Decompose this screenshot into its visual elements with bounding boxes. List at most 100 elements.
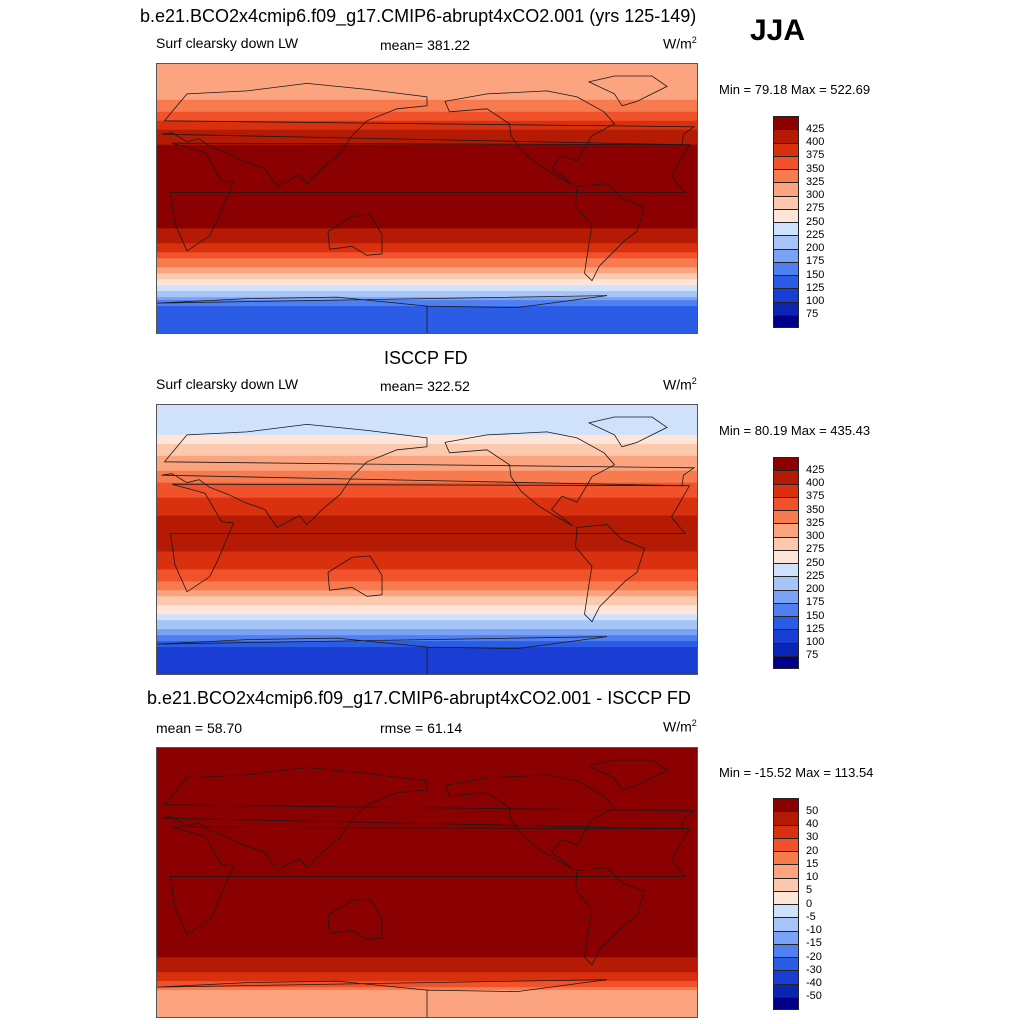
map-band — [157, 870, 697, 875]
continent-outline — [170, 826, 691, 936]
colorbar-tick-label: 400 — [806, 136, 825, 148]
colorbar-swatch — [774, 864, 798, 878]
map-band — [157, 855, 697, 860]
colorbar-tick-label: 150 — [806, 609, 825, 622]
panel1-mean-label: mean= 381.22 — [380, 37, 470, 53]
panel2-map-svg — [157, 405, 697, 674]
colorbar-swatch — [774, 248, 798, 262]
continent-outline — [327, 214, 383, 256]
map-band — [157, 222, 697, 226]
colorbar-swatch — [774, 576, 798, 590]
map-band — [157, 849, 697, 854]
colorbar-swatch — [774, 877, 798, 891]
map-band — [157, 927, 697, 931]
continent-outline — [157, 979, 608, 1017]
panel1-map-svg — [157, 64, 697, 333]
map-band — [157, 584, 697, 588]
map-band — [157, 159, 697, 164]
continent-outline — [157, 295, 608, 333]
continent-outline — [575, 524, 645, 623]
map-band — [157, 593, 697, 597]
map-band — [157, 153, 697, 158]
colorbar-swatch — [774, 457, 798, 471]
colorbar-tick-label: 200 — [806, 583, 825, 595]
continent-outline — [587, 759, 668, 791]
panel3-rmse-label: rmse = 61.14 — [380, 720, 463, 736]
panel1-variable-label: Surf clearsky down LW — [156, 35, 299, 51]
colorbar-tick-label: -5 — [806, 910, 816, 923]
colorbar-swatch — [774, 930, 798, 944]
panel1-minmax: Min = 79.18 Max = 522.69 — [719, 82, 871, 97]
map-band — [157, 843, 697, 848]
map-band — [157, 987, 697, 991]
colorbar-tick-label: 5 — [806, 884, 813, 897]
map-band — [157, 171, 697, 176]
colorbar-swatch — [774, 169, 798, 183]
map-band — [157, 551, 697, 556]
colorbar-swatch — [774, 629, 798, 643]
colorbar-tick-label: 325 — [806, 516, 825, 529]
map-band — [157, 876, 697, 881]
map-band — [157, 509, 697, 514]
map-band — [157, 957, 697, 961]
map-band — [157, 207, 697, 212]
map-band — [157, 759, 697, 764]
colorbar-swatch — [774, 890, 798, 904]
colorbar-swatch — [774, 970, 798, 984]
colorbar-tick-label: -40 — [806, 977, 822, 989]
map-band — [157, 419, 697, 424]
map-band — [157, 858, 697, 863]
colorbar-tick-label: -50 — [806, 990, 822, 1003]
map-band — [157, 762, 697, 767]
map-band — [157, 861, 697, 866]
colorbar-swatch — [774, 837, 798, 851]
colorbar-tick-label: 100 — [806, 636, 825, 648]
continent-outline — [170, 142, 691, 252]
map-band — [157, 518, 697, 523]
continent-outline — [587, 75, 668, 107]
map-band — [157, 942, 697, 946]
map-band — [157, 572, 697, 576]
map-band — [157, 852, 697, 857]
map-band — [157, 294, 697, 298]
map-band — [157, 524, 697, 529]
map-band — [157, 933, 697, 937]
map-band — [157, 975, 697, 979]
map-band — [157, 930, 697, 934]
season-label: JJA — [750, 14, 806, 47]
map-band — [157, 255, 697, 259]
map-band — [157, 270, 697, 274]
map-band — [157, 64, 697, 68]
map-band — [157, 900, 697, 905]
map-band — [157, 774, 697, 779]
map-band — [157, 240, 697, 244]
colorbar-swatch — [774, 811, 798, 825]
continent-outline — [575, 867, 645, 966]
map-band — [157, 273, 697, 277]
map-band — [157, 129, 697, 134]
colorbar-swatch — [774, 208, 798, 222]
map-band — [157, 951, 697, 955]
map-band — [157, 789, 697, 794]
map-band — [157, 864, 697, 869]
map-band — [157, 455, 697, 460]
map-band — [157, 599, 697, 603]
colorbar-swatch — [774, 943, 798, 957]
continent-outline — [444, 431, 616, 527]
map-band — [157, 180, 697, 185]
map-band — [157, 512, 697, 517]
colorbar-swatch — [774, 589, 798, 603]
map-band — [157, 491, 697, 496]
continent-outline — [327, 555, 383, 597]
map-band — [157, 288, 697, 292]
colorbar-swatch — [774, 616, 798, 630]
map-band — [157, 407, 697, 412]
map-band — [157, 918, 697, 922]
colorbar-tick-label: 125 — [806, 622, 825, 635]
colorbar-tick-label: 175 — [806, 596, 825, 609]
colorbar-tick-label: 50 — [806, 804, 819, 817]
panel2-mean-label: mean= 322.52 — [380, 378, 470, 394]
colorbar-swatch — [774, 523, 798, 537]
colorbar-swatch — [774, 314, 798, 328]
map-band — [157, 846, 697, 851]
